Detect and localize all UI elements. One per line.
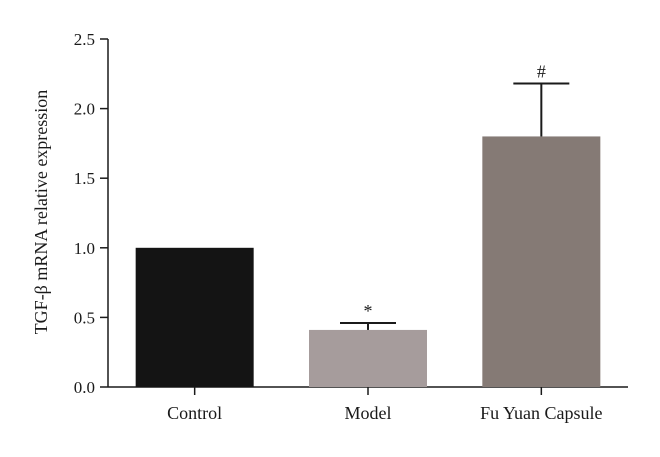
x-tick-label: Fu Yuan Capsule [480,403,602,423]
y-tick-label: 1.5 [74,169,95,188]
y-tick-label: 2.0 [74,100,95,119]
x-axis: Control Model Fu Yuan Capsule [108,386,628,423]
y-tick-label: 0.5 [74,308,95,327]
bar-control [135,247,254,387]
bars [135,136,601,387]
x-tick-label: Model [345,403,392,423]
y-tick-label: 1.0 [74,239,95,258]
error-bars [340,82,570,330]
y-tick-label: 2.5 [74,30,95,49]
y-axis: 0.0 0.5 1.0 1.5 2.0 2.5 [74,30,109,397]
bar-fu-yuan-capsule [482,136,601,387]
significance-mark: # [537,62,546,82]
significance-mark: * [364,301,373,321]
x-tick-label: Control [167,403,222,423]
y-axis-label: TGF-β mRNA relative expression [31,90,51,335]
bar-model [309,329,427,387]
y-tick-label: 0.0 [74,378,95,397]
significance-annotations: *# [364,62,546,321]
